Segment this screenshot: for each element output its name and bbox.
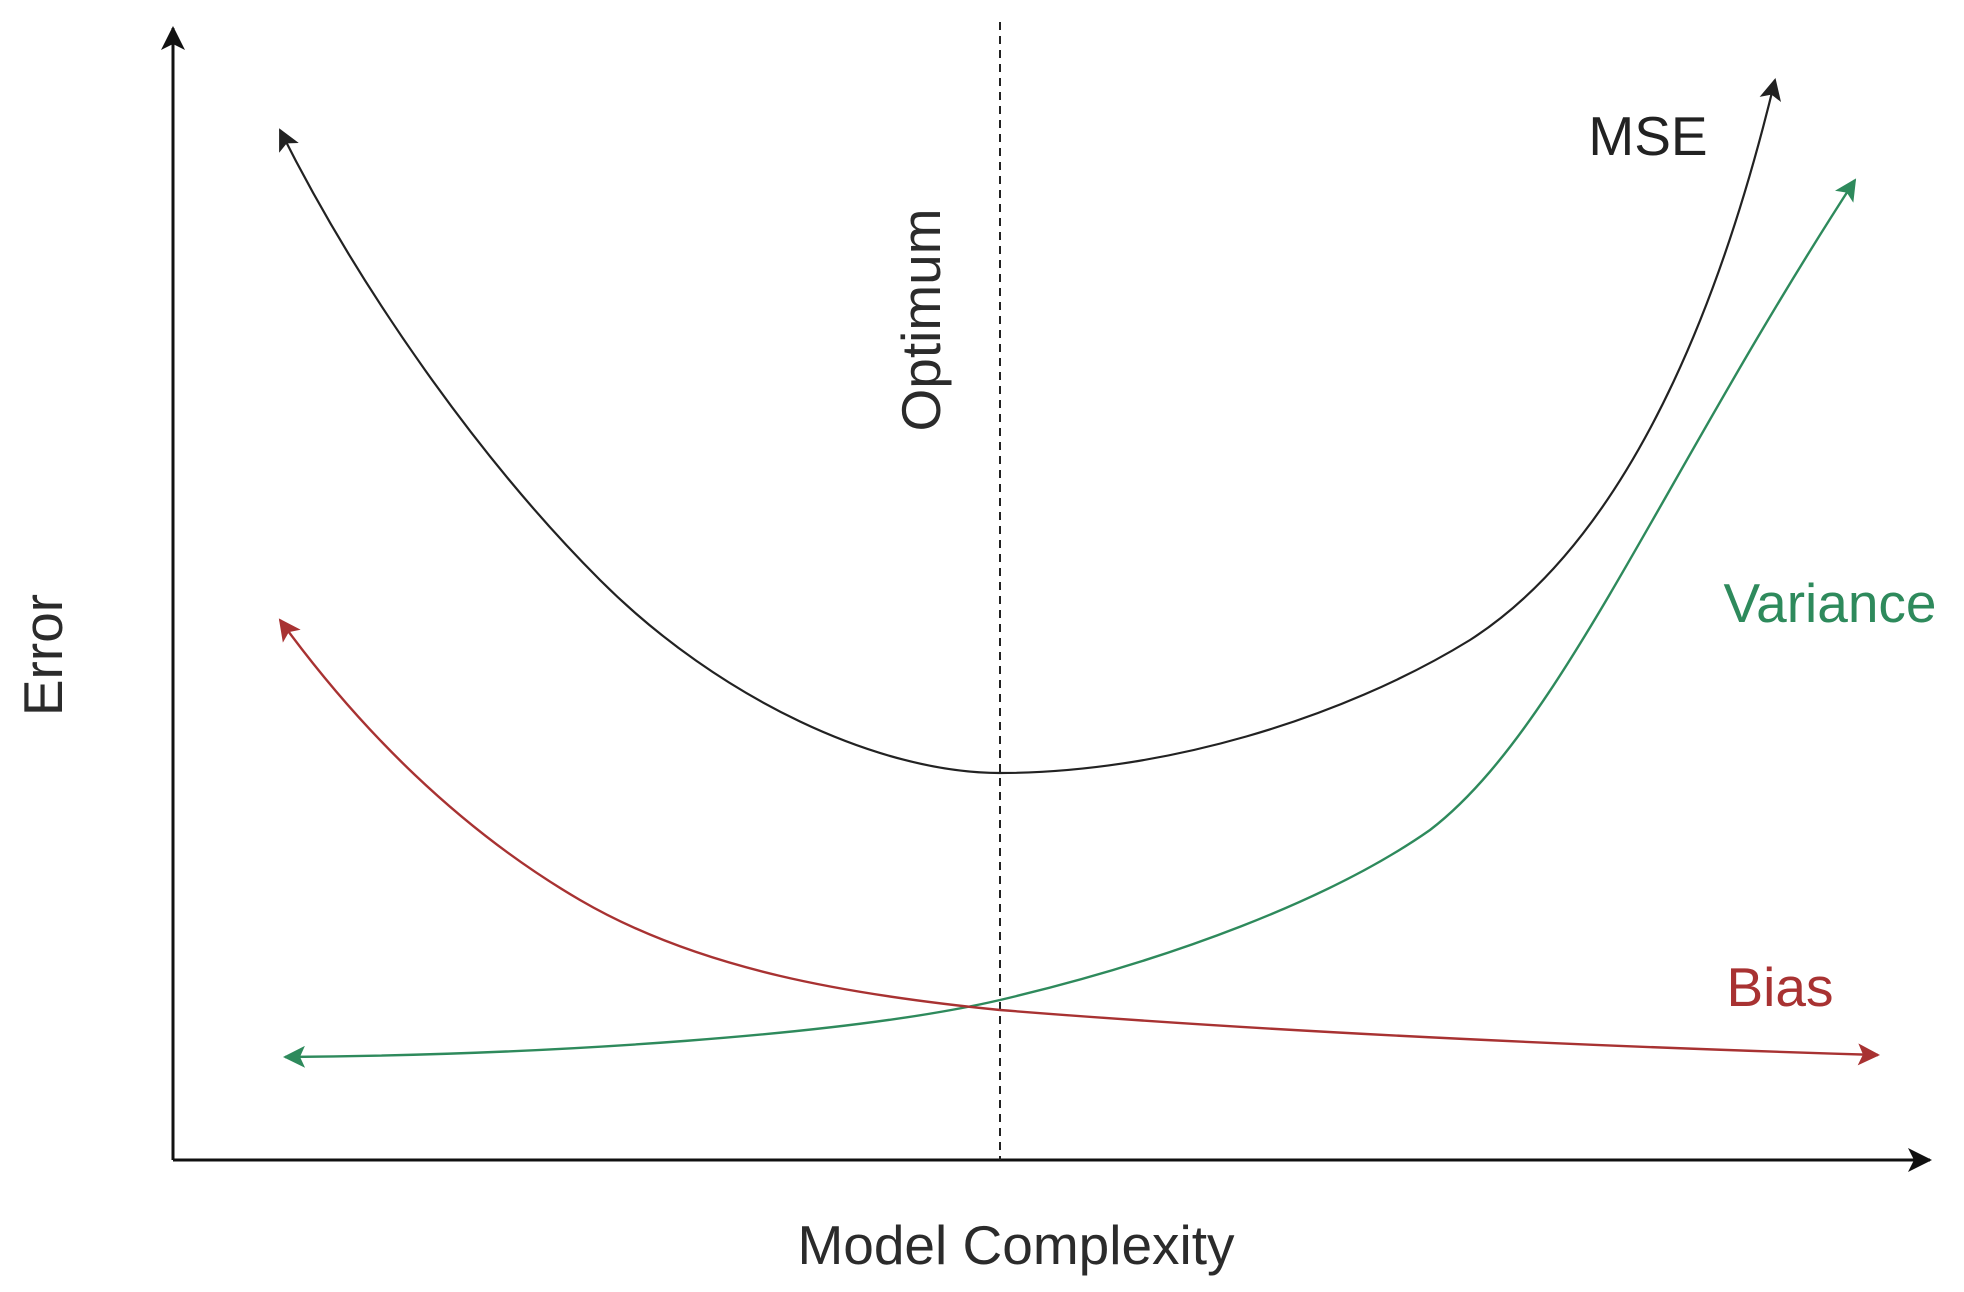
y-axis-label: Error (12, 594, 74, 716)
mse-label: MSE (1588, 105, 1707, 167)
bias-curve-right (999, 1008, 1880, 1066)
optimum-label: Optimum (890, 208, 952, 431)
bias-curve-left (278, 618, 1001, 1012)
mse-curve (279, 128, 1001, 775)
variance-curve-right (999, 178, 1857, 1002)
variance-label: Variance (1724, 572, 1937, 634)
variance-curve-left (283, 998, 1001, 1068)
mse-curve-right (999, 78, 1782, 775)
x-axis-label: Model Complexity (797, 1214, 1235, 1276)
bias-label: Bias (1727, 956, 1834, 1018)
